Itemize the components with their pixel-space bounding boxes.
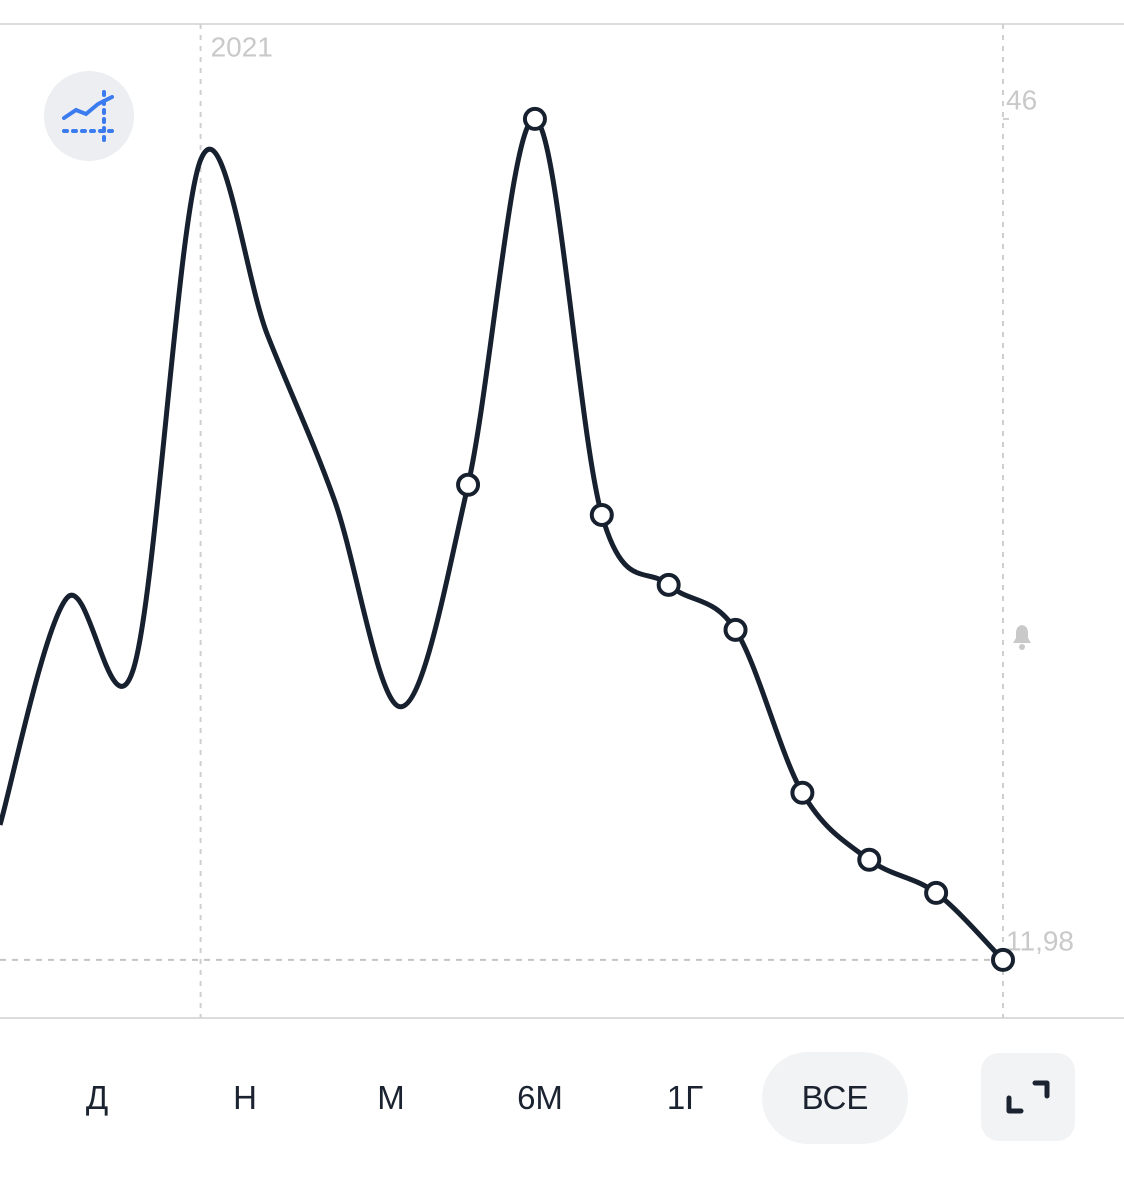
event-point xyxy=(589,502,614,527)
chart-mode-button[interactable] xyxy=(44,71,134,161)
expand-icon xyxy=(1006,1080,1050,1114)
period-button[interactable]: Д xyxy=(85,1079,109,1116)
event-point xyxy=(456,472,481,497)
period-button[interactable]: М xyxy=(377,1079,405,1116)
y-tick-label: 46 xyxy=(1006,84,1037,115)
event-point xyxy=(924,880,949,905)
period-button[interactable]: ВСЕ xyxy=(762,1052,908,1144)
expand-button[interactable] xyxy=(981,1053,1075,1141)
period-button[interactable]: Н xyxy=(233,1079,257,1116)
event-point xyxy=(857,847,882,872)
period-button[interactable]: 6М xyxy=(517,1079,563,1116)
alert-icon[interactable] xyxy=(1013,625,1031,650)
chart: 2021 46 11,98 xyxy=(0,23,1124,1019)
x-tick-label: 2021 xyxy=(211,31,273,62)
event-point xyxy=(522,106,547,131)
event-point xyxy=(723,617,748,642)
y-tick-label: 11,98 xyxy=(1006,925,1074,956)
event-point xyxy=(790,780,815,805)
price-line xyxy=(0,116,1005,962)
chart-mode-icon xyxy=(62,90,118,144)
period-button[interactable]: 1Г xyxy=(666,1079,704,1116)
event-point xyxy=(991,947,1015,972)
event-point xyxy=(656,572,681,597)
